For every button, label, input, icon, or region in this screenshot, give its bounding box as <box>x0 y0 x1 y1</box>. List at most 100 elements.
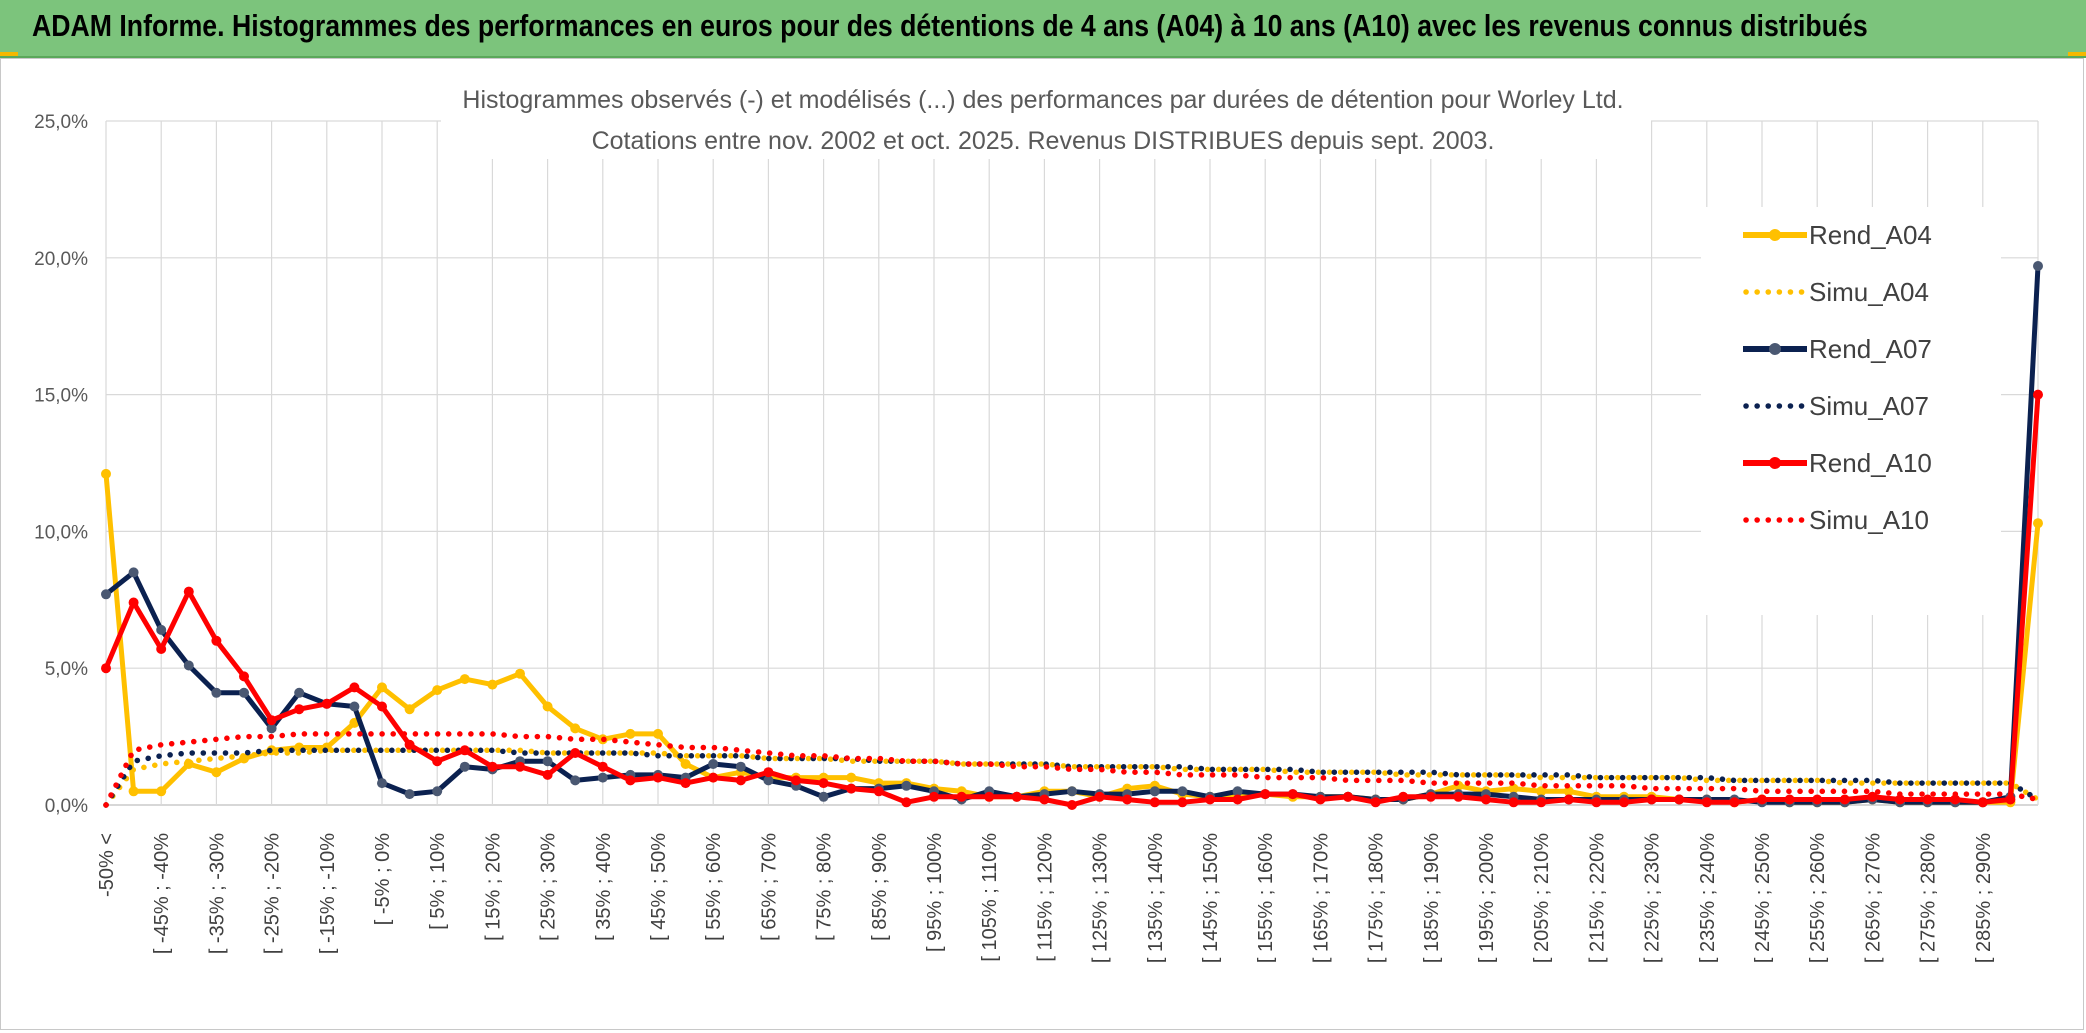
legend-item: Simu_A04 <box>1743 277 1929 307</box>
data-point <box>101 468 111 479</box>
series-line <box>103 731 2041 808</box>
x-tick-label: [ 195% ; 200% <box>1476 833 1498 963</box>
legend-label: Simu_A10 <box>1809 505 1929 535</box>
data-point <box>432 786 443 797</box>
y-tick-label: 15,0% <box>34 386 88 407</box>
legend-label: Rend_A07 <box>1809 334 1932 364</box>
data-point <box>1453 791 1464 802</box>
data-point <box>625 775 636 786</box>
data-point <box>211 635 222 646</box>
series-rend-a10 <box>101 389 2043 810</box>
legend-item: Rend_A10 <box>1743 448 1932 478</box>
data-point <box>1232 794 1243 805</box>
page-title: ADAM Informe. Histogrammes des performan… <box>32 8 1868 43</box>
x-tick-label: [ 95% ; 100% <box>924 833 946 952</box>
legend: Rend_A04 Simu_A04 Rend_A07 Simu_A07 Rend_A10… <box>1701 207 2001 615</box>
banner-accent-right <box>2068 52 2086 56</box>
chart-title-line1: Histogrammes observés (-) et modélisés (… <box>462 86 1623 114</box>
y-tick-label: 20,0% <box>34 249 88 270</box>
data-point <box>1591 797 1602 808</box>
data-point <box>763 767 774 778</box>
data-point <box>432 685 443 696</box>
data-point <box>128 786 139 797</box>
data-point <box>542 756 553 767</box>
data-point <box>1315 794 1326 805</box>
x-tick-label: [ -5% ; 0% <box>372 833 394 925</box>
legend-label: Simu_A07 <box>1809 391 1929 421</box>
x-tick-label: [ -35% ; -30% <box>206 833 228 954</box>
chart-title-line2: Cotations entre nov. 2002 et oct. 2025. … <box>592 127 1495 155</box>
x-tick-label: [ -25% ; -20% <box>262 833 284 954</box>
x-tick-label: [ 265% ; 270% <box>1862 833 1884 963</box>
x-tick-label: [ 25% ; 30% <box>538 833 560 941</box>
chart-title: Histogrammes observés (-) et modélisés (… <box>441 77 1651 159</box>
data-point <box>321 698 332 709</box>
data-point <box>156 786 167 797</box>
x-tick-label: [ 115% ; 120% <box>1034 833 1056 962</box>
data-point <box>735 761 746 772</box>
data-point <box>1205 794 1215 805</box>
data-point <box>1039 794 1050 805</box>
data-point <box>515 668 525 679</box>
data-point <box>1232 786 1243 797</box>
series-simu-a10 <box>103 731 2041 808</box>
data-point <box>432 756 443 767</box>
x-tick-label: [ 215% ; 220% <box>1586 833 1608 963</box>
data-point <box>929 791 939 802</box>
data-point <box>1950 794 1961 805</box>
data-point <box>1701 797 1712 808</box>
data-point <box>101 589 111 600</box>
data-point <box>873 786 884 797</box>
x-tick-label: [ 205% ; 210% <box>1531 833 1553 963</box>
data-point <box>1287 789 1298 800</box>
header-banner: ADAM Informe. Histogrammes des performan… <box>0 0 2086 58</box>
x-tick-label: [ 285% ; 290% <box>1973 833 1995 963</box>
data-point <box>1094 791 1105 802</box>
x-tick-label: [ 175% ; 180% <box>1366 833 1388 963</box>
data-point <box>791 775 801 786</box>
data-point <box>542 701 553 712</box>
data-point <box>570 723 581 734</box>
data-point <box>1646 794 1657 805</box>
data-point <box>1149 786 1160 797</box>
data-point <box>1508 783 1519 794</box>
y-tick-label: 0,0% <box>45 796 88 817</box>
data-point <box>1563 786 1574 797</box>
data-point <box>1508 797 1519 808</box>
data-point <box>294 704 305 715</box>
x-tick-label: [ 125% ; 130% <box>1090 833 1112 963</box>
x-tick-label: [ 155% ; 160% <box>1255 833 1277 963</box>
y-axis: 0,0% 5,0% 10,0% 15,0% 20,0% 25,0% <box>34 112 88 817</box>
data-point <box>570 748 581 758</box>
x-tick-label: [ 135% ; 140% <box>1145 833 1167 963</box>
data-point <box>653 772 663 783</box>
data-point <box>2033 261 2043 271</box>
x-tick-label: [ 245% ; 250% <box>1752 833 1774 963</box>
data-point <box>1729 797 1740 808</box>
data-point <box>1481 794 1491 805</box>
data-point <box>183 660 194 671</box>
data-point <box>570 775 581 786</box>
x-tick-label: [ 75% ; 80% <box>814 833 836 941</box>
x-tick-label: [ 105% ; 110% <box>979 833 1001 962</box>
data-point <box>349 701 360 712</box>
data-point <box>1536 797 1547 808</box>
data-point <box>846 783 857 794</box>
legend-label: Rend_A04 <box>1809 220 1932 250</box>
data-point <box>1536 786 1547 797</box>
data-point <box>1757 794 1767 805</box>
data-point <box>901 780 912 791</box>
data-point <box>156 624 167 635</box>
data-point <box>515 761 525 772</box>
data-point <box>1149 797 1160 808</box>
series-layer <box>101 261 2043 810</box>
data-point <box>1922 794 1933 805</box>
data-point <box>1122 794 1133 805</box>
data-point <box>1867 791 1878 802</box>
data-point <box>956 791 967 802</box>
data-point <box>239 671 249 682</box>
data-point <box>680 778 691 789</box>
data-point <box>1619 797 1629 808</box>
legend-label: Simu_A04 <box>1809 277 1929 307</box>
data-point <box>459 674 470 685</box>
